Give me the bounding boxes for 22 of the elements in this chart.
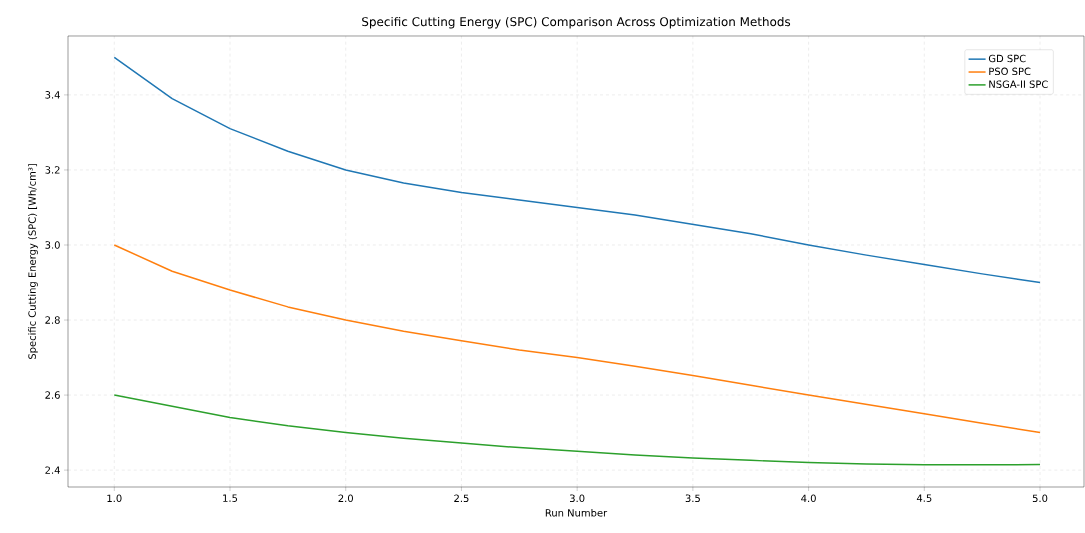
chart-title: Specific Cutting Energy (SPC) Comparison Across Optimization Methods: [362, 16, 791, 29]
x-tick-label: 3.0: [570, 494, 585, 503]
x-tick-label: 3.5: [685, 494, 700, 503]
x-tick-label: 1.0: [107, 494, 122, 503]
x-tick-label: 1.5: [223, 494, 238, 502]
y-tick-label: 3.0: [45, 241, 60, 249]
line-series: [113, 394, 1041, 466]
x-tick-label: 2.5: [454, 494, 469, 503]
x-tick-label: 4.5: [916, 494, 932, 502]
x-axis-title: Run Number: [545, 508, 608, 517]
legend-label: GD SPC: [988, 54, 1026, 63]
y-tick-label: 2.8: [45, 316, 60, 324]
x-tick-label: 4.0: [801, 494, 816, 503]
y-tick-label: 3.2: [45, 166, 60, 174]
y-axis-title: Specific Cutting Energy (SPC) [Wh/cm³]: [28, 164, 38, 360]
legend-label: NSGA-II SPC: [989, 80, 1048, 88]
y-tick-label: 2.4: [45, 466, 60, 474]
x-tick-label: 5.0: [1032, 494, 1048, 503]
y-tick-label: 2.6: [45, 391, 60, 399]
legend-label: PSO SPC: [989, 67, 1031, 76]
y-tick-label: 3.4: [45, 91, 60, 99]
x-tick-label: 2.0: [338, 494, 353, 503]
